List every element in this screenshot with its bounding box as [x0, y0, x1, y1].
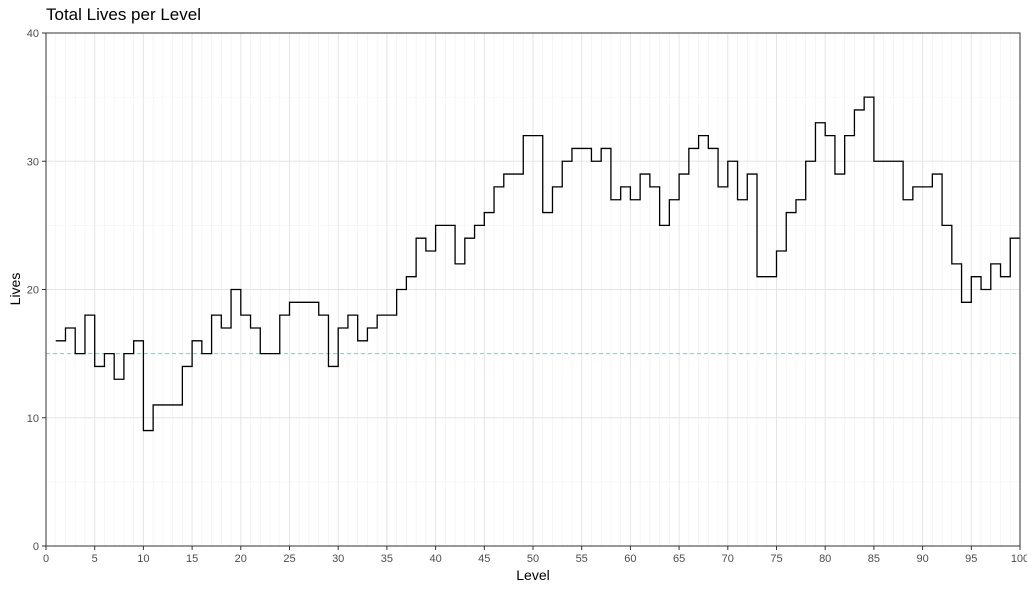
- x-tick-label: 65: [673, 553, 685, 565]
- x-axis-ticks: 0 5 10 15 20 25 30 35 40 45 50 55 60 65 70 75 80 85 90 95 10…: [43, 546, 1027, 565]
- x-tick-label: 0: [43, 553, 49, 565]
- x-tick-label: 45: [478, 553, 490, 565]
- y-tick-label: 30: [27, 156, 39, 168]
- x-tick-label: 75: [770, 553, 782, 565]
- x-tick-label: 15: [186, 553, 198, 565]
- x-tick-label: 55: [576, 553, 588, 565]
- x-tick-label: 40: [429, 553, 441, 565]
- x-tick-label: 20: [235, 553, 247, 565]
- x-tick-label: 85: [868, 553, 880, 565]
- x-axis-title: Level: [516, 567, 549, 583]
- y-tick-label: 40: [27, 28, 39, 40]
- chart-title: Total Lives per Level: [46, 5, 201, 24]
- y-tick-label: 10: [27, 413, 39, 425]
- x-tick-label: 5: [92, 553, 98, 565]
- x-tick-label: 100: [1011, 553, 1027, 565]
- x-tick-label: 35: [381, 553, 393, 565]
- x-tick-label: 25: [283, 553, 295, 565]
- x-tick-label: 30: [332, 553, 344, 565]
- y-axis-ticks: 0 10 20 30 40: [27, 28, 46, 553]
- x-tick-label: 90: [916, 553, 928, 565]
- x-tick-label: 95: [965, 553, 977, 565]
- y-tick-label: 20: [27, 285, 39, 297]
- x-tick-label: 60: [624, 553, 636, 565]
- series-line: [55, 96, 1020, 432]
- x-tick-label: 10: [137, 553, 149, 565]
- x-tick-label: 80: [819, 553, 831, 565]
- x-tick-label: 70: [722, 553, 734, 565]
- y-axis-title: Lives: [7, 273, 23, 306]
- y-tick-label: 0: [33, 541, 39, 553]
- x-tick-label: 50: [527, 553, 539, 565]
- series-group: [55, 96, 1020, 432]
